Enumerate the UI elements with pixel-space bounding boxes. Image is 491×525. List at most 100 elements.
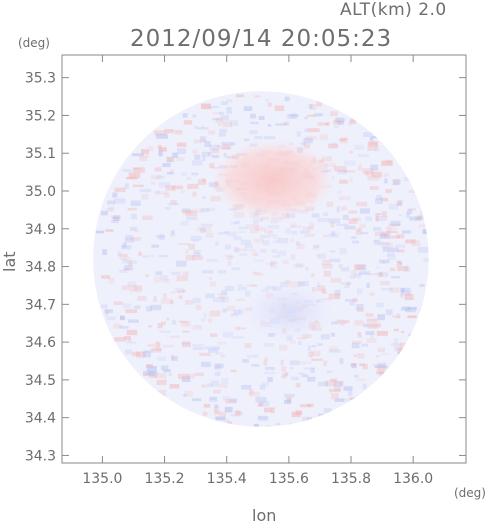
speckle-cell	[273, 239, 280, 244]
radar-domain	[93, 91, 429, 427]
speckle-cell	[341, 267, 350, 272]
speckle-cell	[267, 124, 272, 127]
speckle-cell	[227, 305, 236, 312]
speckle-cell	[223, 144, 230, 151]
speckle-cell	[375, 212, 382, 216]
speckle-cell	[143, 350, 155, 353]
speckle-cell	[231, 267, 241, 271]
speckle-cell	[381, 242, 393, 248]
speckle-cell	[366, 282, 370, 288]
speckle-cell	[337, 120, 344, 125]
speckle-cell	[125, 309, 138, 314]
speckle-cell	[271, 249, 278, 253]
speckle-cell	[317, 413, 325, 419]
speckle-cell	[290, 112, 297, 119]
speckle-cell	[128, 172, 141, 179]
y-tick-label: 34.3	[25, 448, 56, 464]
speckle-cell	[307, 114, 316, 117]
speckle-cell	[341, 398, 351, 402]
speckle-cell	[344, 225, 356, 230]
y-tick-label: 34.4	[25, 411, 56, 427]
speckle-cell	[234, 326, 240, 331]
speckle-cell	[352, 297, 358, 303]
speckle-cell	[102, 249, 107, 256]
speckle-cell	[404, 266, 410, 272]
speckle-cell	[167, 157, 172, 163]
speckle-cell	[200, 208, 210, 212]
speckle-cell	[356, 304, 364, 310]
speckle-cell	[172, 185, 183, 190]
speckle-cell	[307, 403, 314, 407]
speckle-cell	[355, 201, 368, 207]
speckle-cell	[236, 284, 244, 287]
speckle-cell	[142, 351, 152, 358]
speckle-cell	[391, 276, 400, 279]
speckle-cell	[376, 371, 384, 375]
x-tick-label: 135.2	[145, 471, 185, 487]
speckle-cell	[306, 135, 318, 140]
speckle-cell	[390, 220, 401, 226]
speckle-cell	[209, 396, 217, 400]
speckle-cell	[187, 373, 196, 379]
speckle-cell	[220, 146, 232, 150]
speckle-cell	[255, 396, 267, 403]
speckle-cell	[170, 300, 174, 305]
speckle-cell	[349, 301, 355, 306]
speckle-cell	[303, 367, 315, 370]
speckle-cell	[377, 347, 385, 352]
speckle-cell	[317, 122, 330, 126]
speckle-cell	[326, 370, 333, 373]
speckle-cell	[191, 208, 204, 213]
speckle-cell	[241, 384, 252, 390]
x-tick-label: 135.0	[82, 471, 122, 487]
speckle-cell	[154, 190, 160, 194]
speckle-cell	[284, 96, 290, 102]
speckle-cell	[340, 137, 348, 141]
speckle-cell	[250, 121, 259, 125]
speckle-cell	[328, 218, 341, 224]
speckle-cell	[164, 128, 174, 134]
speckle-cell	[258, 415, 268, 420]
speckle-cell	[259, 384, 266, 390]
speckle-cell	[211, 154, 220, 159]
speckle-cell	[320, 334, 330, 340]
x-tick-label: 135.6	[269, 471, 309, 487]
speckle-cell	[289, 367, 294, 370]
speckle-cell	[302, 226, 311, 231]
speckle-cell	[220, 115, 229, 121]
x-tick-label: 136.0	[393, 471, 433, 487]
speckle-cell	[166, 317, 170, 321]
speckle-cell	[362, 363, 368, 370]
x-tick-label: 135.4	[207, 471, 247, 487]
speckle-cell	[210, 333, 218, 337]
speckle-cell	[317, 113, 325, 117]
speckle-cell	[170, 230, 175, 235]
speckle-cell	[395, 313, 401, 319]
speckle-cell	[217, 341, 227, 345]
speckle-cell	[145, 274, 149, 278]
speckle-cell	[290, 222, 297, 228]
speckle-cell	[385, 159, 392, 164]
speckle-cell	[105, 309, 109, 316]
speckle-cell	[354, 320, 364, 326]
speckle-cell	[333, 381, 343, 387]
speckle-cell	[204, 346, 211, 350]
speckle-cell	[316, 101, 323, 107]
speckle-cell	[340, 138, 348, 144]
speckle-cell	[132, 167, 140, 170]
speckle-cell	[334, 125, 339, 128]
speckle-cell	[257, 402, 264, 407]
speckle-cell	[128, 260, 133, 266]
speckle-cell	[333, 119, 342, 125]
speckle-cell	[254, 259, 265, 262]
speckle-cell	[334, 166, 347, 172]
speckle-cell	[124, 183, 129, 189]
speckle-cell	[376, 302, 384, 308]
speckle-cell	[162, 293, 167, 300]
speckle-cell	[134, 229, 139, 233]
speckle-cell	[397, 260, 401, 264]
speckle-cell	[264, 229, 272, 234]
speckle-cell	[194, 154, 201, 160]
speckle-cell	[299, 230, 310, 234]
speckle-cell	[171, 271, 181, 275]
